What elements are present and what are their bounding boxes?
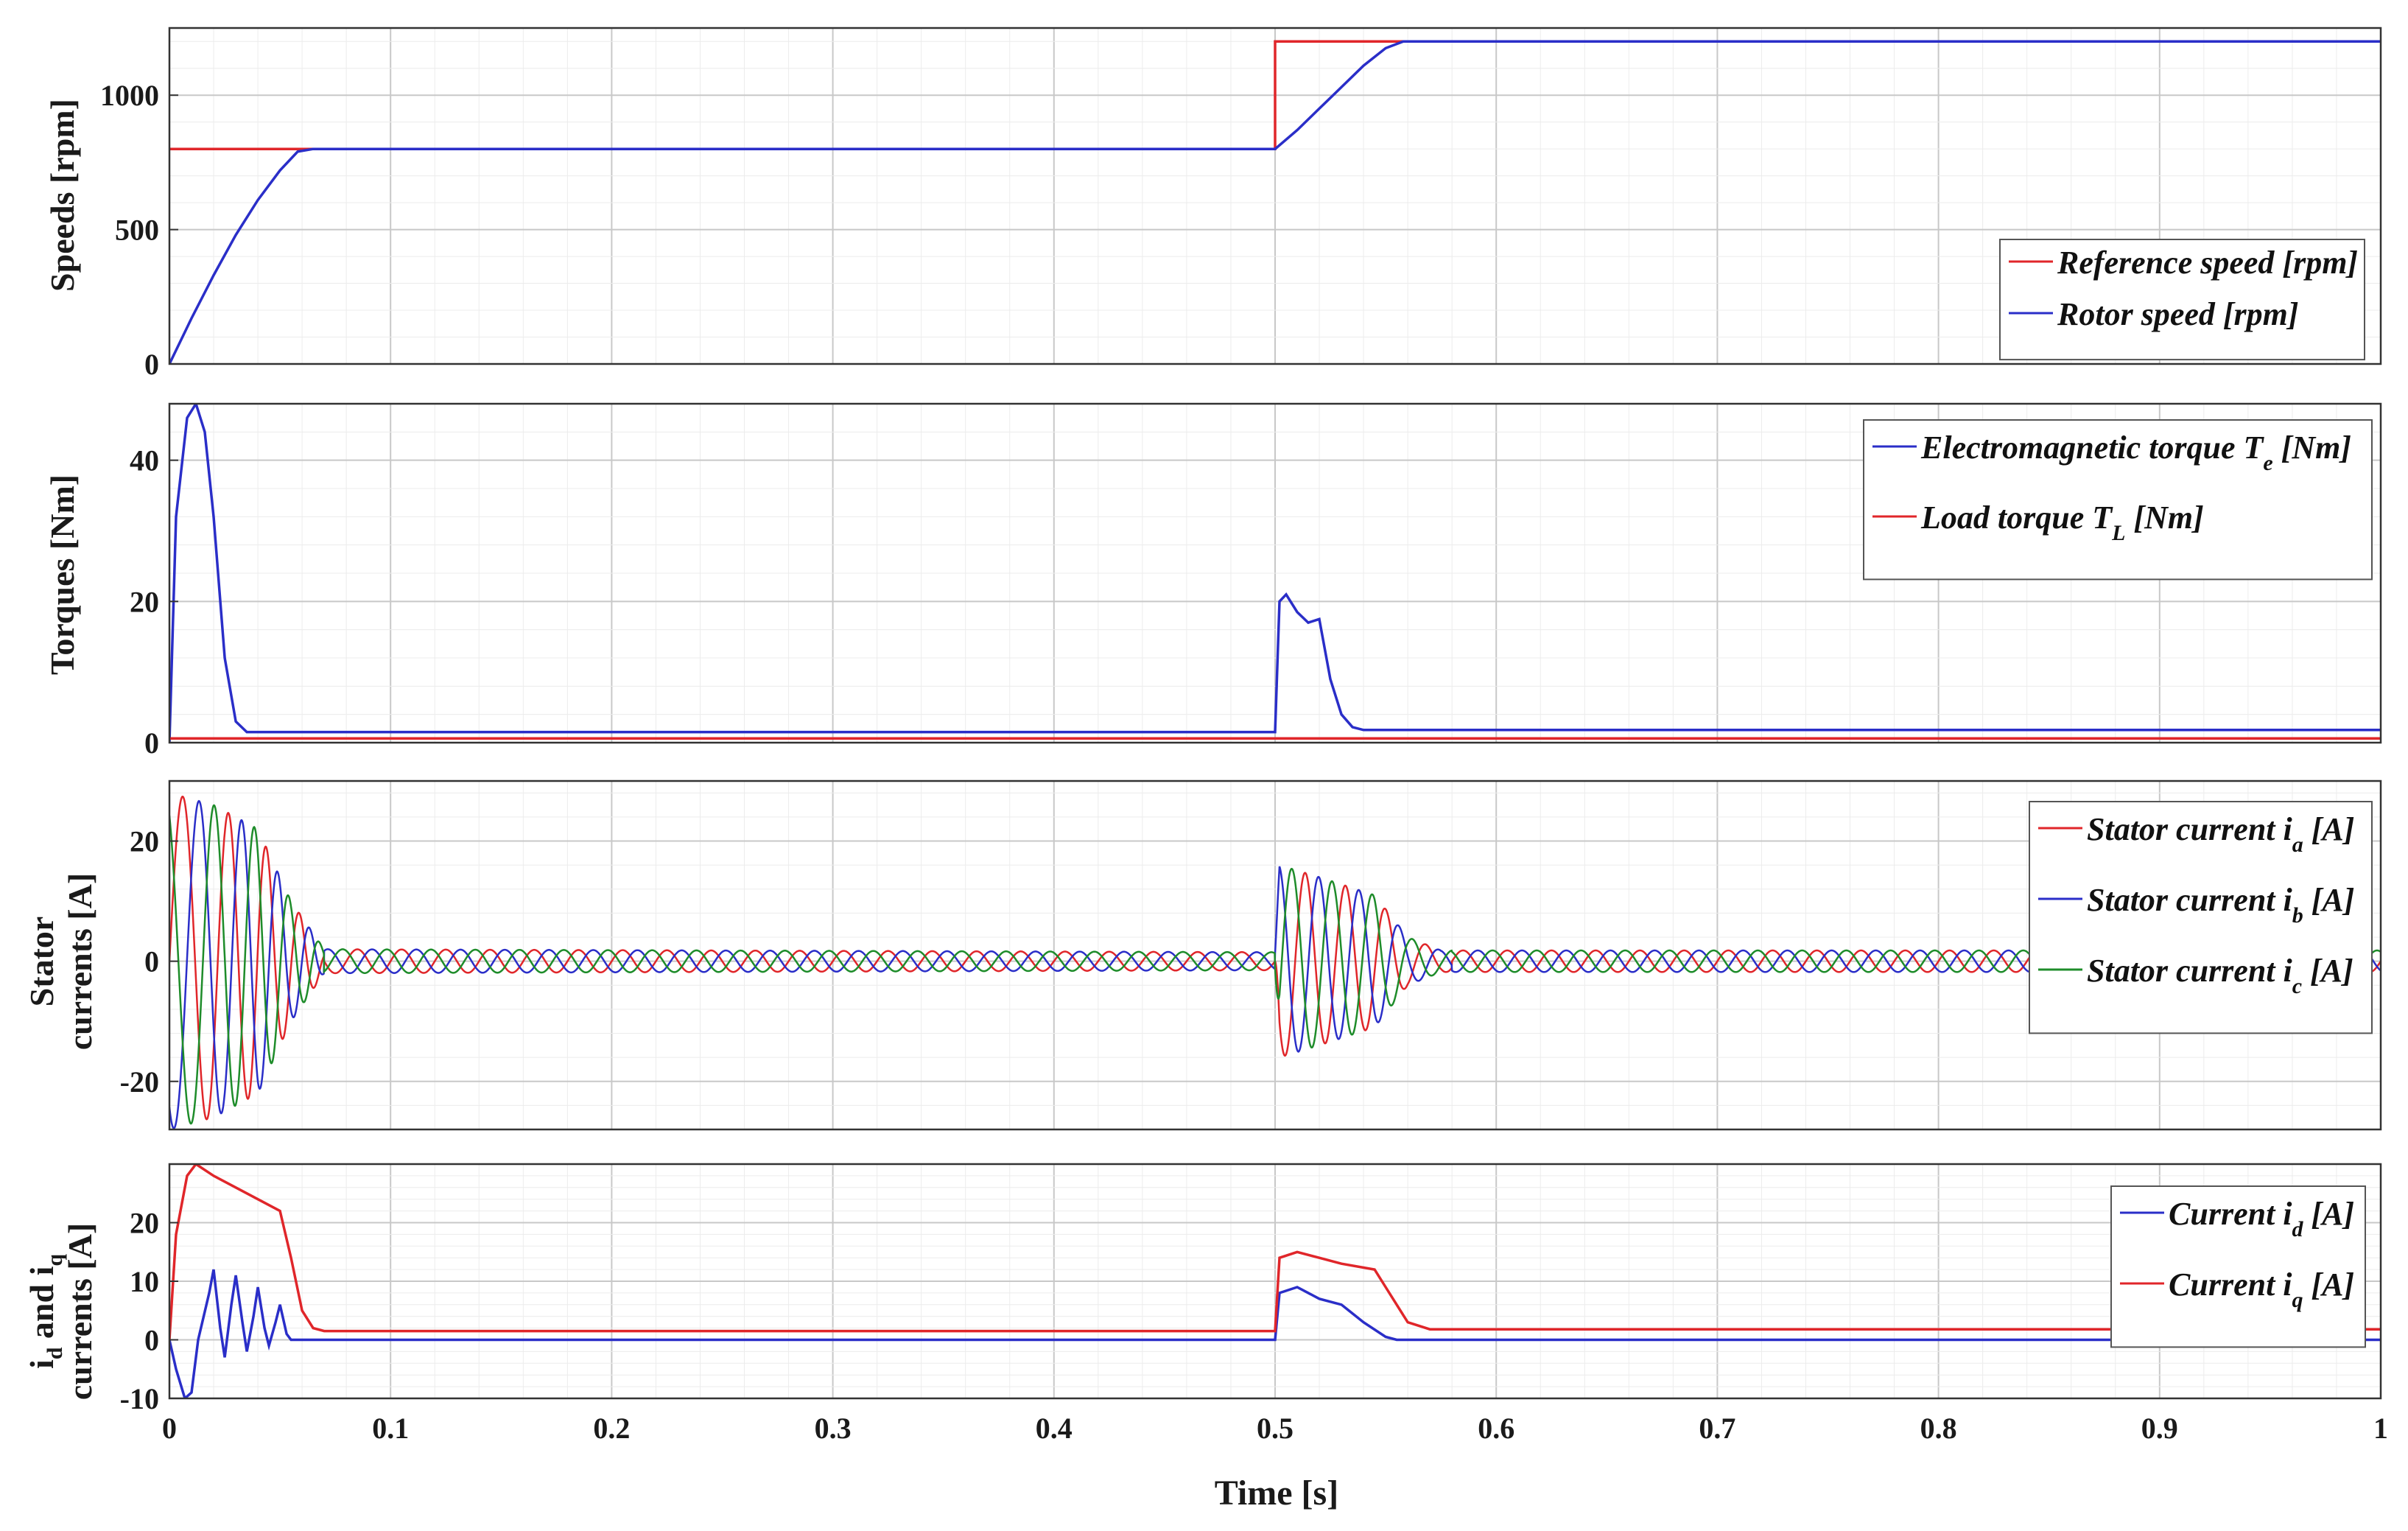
legend-box <box>1999 239 2365 361</box>
speeds-legend: Reference speed [rpm] Rotor speed [rpm] <box>1999 239 2365 361</box>
legend-label: Electromagnetic torque Te [Nm] <box>1920 430 2351 475</box>
y-tick-label: 0 <box>144 1324 159 1357</box>
dq-ylabel-line1: id and iq <box>23 1254 67 1369</box>
legend-label: Reference speed [rpm] <box>2057 245 2358 281</box>
speeds-series <box>169 40 2381 364</box>
torques-yticks: 0 20 40 <box>130 444 178 760</box>
stator-currents-panel: -20 0 20 Stator currents [A] Stator curren… <box>23 779 2382 1131</box>
legend-label: Stator current ia [A] <box>2087 811 2354 857</box>
speeds-ylabel: Speeds [rpm] <box>43 99 81 292</box>
dq-grid <box>169 1163 2381 1399</box>
series-line-c <box>169 804 2381 1125</box>
y-tick-label: 20 <box>130 585 159 618</box>
y-tick-label: 20 <box>130 825 159 858</box>
y-tick-label: 40 <box>130 444 159 477</box>
stator-ylabel-line2: currents [A] <box>61 873 99 1051</box>
y-tick-label: 10 <box>130 1265 159 1298</box>
legend-label: Rotor speed [rpm] <box>2057 296 2299 332</box>
y-tick-label: 0 <box>144 348 159 381</box>
stator-series <box>169 795 2381 1129</box>
stator-yticks: -20 0 20 <box>120 825 178 1099</box>
x-tick-labels: 0 0.1 0.2 0.3 0.4 0.5 0.6 0.7 0.8 0.9 1 <box>162 1412 2388 1445</box>
dq-yticks: -10 0 10 20 <box>120 1207 178 1415</box>
stator-frame <box>168 779 2382 1131</box>
torques-panel: 0 20 40 Torques [Nm] Electromagnetic torqu… <box>43 402 2382 760</box>
x-tick-label: 0.8 <box>1920 1412 1957 1445</box>
y-tick-label: 0 <box>144 726 159 760</box>
x-tick-label: 1 <box>2373 1412 2388 1445</box>
series-line-e <box>169 404 2381 743</box>
x-tick-label: 0.1 <box>372 1412 409 1445</box>
torques-ylabel: Torques [Nm] <box>43 474 81 675</box>
y-tick-label: 1000 <box>100 79 159 112</box>
x-tick-label: 0.7 <box>1699 1412 1735 1445</box>
y-tick-label: 0 <box>144 945 159 978</box>
x-tick-label: 0.6 <box>1478 1412 1514 1445</box>
legend-label: Load torque TL [Nm] <box>1920 500 2204 545</box>
stator-legend: Stator current ia [A] Stator current ib [… <box>2029 801 2373 1034</box>
stator-grid <box>169 781 2381 1130</box>
x-tick-label: 0.9 <box>2141 1412 2178 1445</box>
legend-label: Current id [A] <box>2169 1196 2354 1241</box>
series-line-d <box>169 1269 2381 1398</box>
torques-legend: Electromagnetic torque Te [Nm] Load torqu… <box>1863 419 2373 581</box>
x-tick-label: 0.2 <box>593 1412 630 1445</box>
series-line-q <box>169 1164 2381 1340</box>
x-tick-label: 0 <box>162 1412 177 1445</box>
y-tick-label: 20 <box>130 1207 159 1240</box>
x-tick-label: 0.3 <box>815 1412 852 1445</box>
dq-legend: Current id [A] Current iq [A] <box>2110 1185 2366 1348</box>
legend-box <box>1863 419 2373 581</box>
legend-label: Current iq [A] <box>2169 1267 2354 1312</box>
x-tick-label: 0.4 <box>1036 1412 1073 1445</box>
x-axis-label: Time [s] <box>1215 1474 1338 1513</box>
stator-ylabel-line1: Stator <box>23 917 60 1007</box>
torques-frame <box>168 402 2382 744</box>
dq-ylabel-line2: currents [A] <box>61 1223 99 1401</box>
legend-label: Stator current ib [A] <box>2087 882 2354 928</box>
series-line-secondary <box>169 40 2381 364</box>
speeds-grid <box>169 28 2381 365</box>
y-tick-label: -20 <box>120 1065 159 1099</box>
speeds-panel: 0 500 1000 Speeds [rpm] Reference speed [r… <box>43 27 2382 381</box>
dq-series <box>169 1164 2381 1398</box>
legend-label: Stator current ic [A] <box>2087 953 2353 998</box>
torques-series <box>169 404 2381 743</box>
y-tick-label: -10 <box>120 1382 159 1415</box>
dq-frame <box>168 1163 2382 1400</box>
legend-box <box>2029 801 2373 1034</box>
y-tick-label: 500 <box>115 214 159 247</box>
x-tick-label: 0.5 <box>1257 1412 1293 1445</box>
speeds-frame <box>168 27 2382 365</box>
speeds-yticks: 0 500 1000 <box>100 79 178 381</box>
